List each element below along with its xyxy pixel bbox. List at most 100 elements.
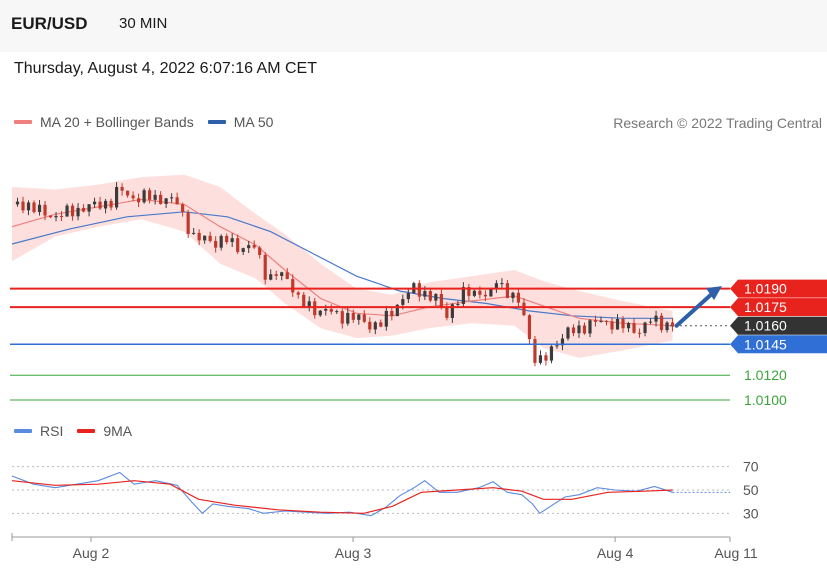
candle-body [252,245,256,248]
level-label: 1.0175 [744,299,787,315]
candle-body [103,200,108,209]
candle-body [538,355,543,363]
ma20-swatch [14,120,32,124]
candle-body [665,322,669,331]
candle-body [125,190,130,196]
candle-body [186,212,190,234]
candle-body [137,198,141,203]
candle-body [32,202,36,213]
candle-body [70,205,75,217]
header-bar [0,0,827,52]
timeframe-label: 30 MIN [119,15,168,32]
candle-body [48,215,53,218]
candle-body [621,319,625,329]
level-tag-resistance [730,279,827,298]
candle-body [159,194,163,204]
legend-9ma: 9MA [77,423,132,439]
candle-body [472,290,476,296]
candle-body [43,204,47,216]
legend-9ma-label: 9MA [103,423,133,439]
candle-body [346,312,350,324]
candle-body [368,321,372,330]
candle-body [37,204,42,213]
candle-body [170,197,174,199]
candle-body [54,215,58,218]
candle-body [114,186,119,208]
candle-body [307,301,311,307]
candle-body [340,311,344,324]
candle-body [269,274,273,280]
bollinger-bands [12,174,673,358]
candle-body [164,198,168,204]
candle-body [423,291,427,297]
candle-body [599,321,603,323]
legend-ma50: MA 50 [207,114,274,130]
candle-body [148,190,152,200]
candle-body [241,248,245,252]
candle-body [439,294,443,307]
candle-body [659,315,664,331]
candle-body [65,205,69,217]
rsi-tick-label: 70 [743,459,759,475]
candle-body [395,304,399,317]
candle-body [175,197,179,205]
candle-body [247,245,251,249]
candle-body [274,274,278,276]
candle-body [98,201,102,209]
candle-body [610,321,614,330]
legend-ma50-label: MA 50 [233,114,274,130]
candle-body [445,306,449,318]
candle-body [373,322,377,330]
candle-body [632,323,636,333]
candle-body [26,202,31,211]
candle-body [643,322,647,333]
candle-body [478,290,482,295]
candle-body [648,321,653,323]
candle-body [544,355,548,361]
candle-body [461,287,465,304]
candle-body [527,315,532,340]
x-tick-label: Aug 11 [714,545,758,561]
candle-body [285,272,289,280]
candle-body [357,314,361,320]
x-tick-label: Aug 4 [597,545,634,561]
candle-body [263,254,267,280]
rsi-ma-line [11,480,673,514]
candle-body [192,232,196,234]
ma50-line [11,211,673,319]
candle-body [203,235,207,241]
candle-body [571,327,576,334]
candle-body [615,319,620,330]
legend-rsi: RSI [14,423,63,439]
level-label: 1.0160 [744,318,787,334]
candle-body [489,288,493,297]
bollinger-band-area [12,174,673,358]
candle-body [296,292,300,295]
candle-body [549,346,554,361]
ma9-swatch [77,429,96,433]
candle-body [335,311,339,313]
rsi-tick-label: 50 [743,482,759,498]
candle-body [197,232,201,241]
candle-body [351,312,355,320]
candle-body [59,215,64,217]
candle-body [670,322,675,327]
rsi-tick-label: 30 [743,505,759,521]
candle-body [483,294,488,297]
candle-body [76,207,80,217]
candle-body [560,338,565,346]
price-levels: 1.0190 1.0175 1.0160 1.0145 1.0120 1.0100 [10,279,827,408]
candle-body [120,186,124,191]
rsi-panel: 70 50 30 [11,459,759,521]
candle-body [318,310,322,316]
x-tick-label: Aug 3 [335,545,372,561]
candle-body [467,287,471,296]
level-tag-last [730,316,827,335]
candle-body [555,345,559,347]
candle-body [522,302,526,316]
candle-body [516,292,521,303]
candle-body [219,235,223,248]
time-axis: Aug 2 Aug 3 Aug 4 Aug 11 [11,533,758,561]
legend-ma20-label: MA 20 + Bollinger Bands [40,114,194,130]
candle-body [450,304,454,318]
